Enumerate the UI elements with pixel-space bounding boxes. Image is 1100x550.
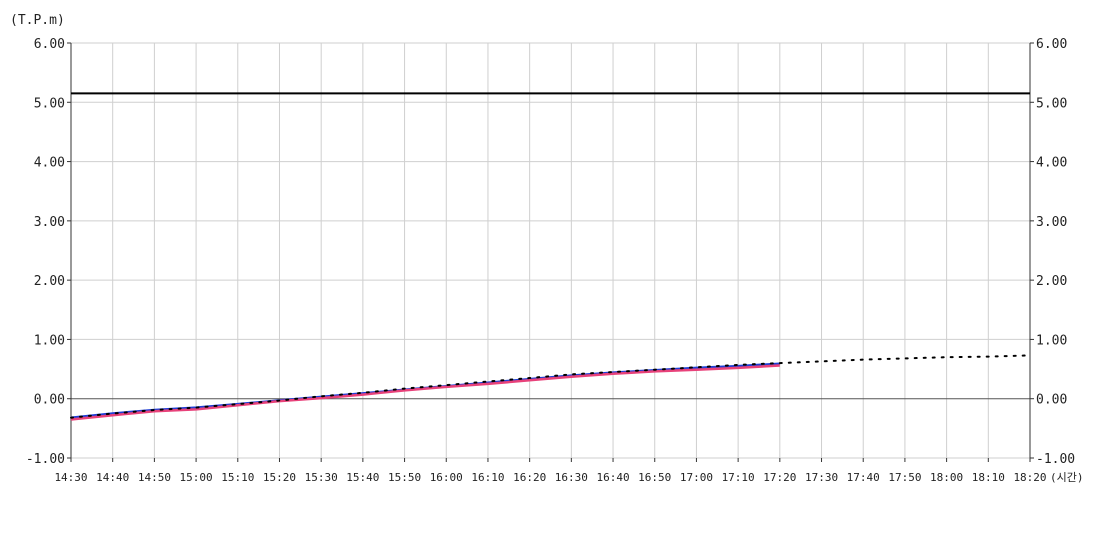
x-tick-label: 18:10 [972, 471, 1005, 484]
y-axis-unit-label: (T.P.m) [10, 13, 65, 28]
x-tick-label: 16:30 [555, 471, 588, 484]
series-layer [70, 92, 1031, 421]
y-tick-label-left: -1.00 [26, 452, 65, 467]
y-tick-label-right: 0.00 [1036, 393, 1067, 408]
y-tick-label-right: 1.00 [1036, 333, 1067, 348]
x-tick-label: 17:20 [763, 471, 796, 484]
y-tick-label-right: 4.00 [1036, 156, 1067, 171]
y-tick-label-left: 6.00 [34, 37, 65, 52]
y-tick-label-right: 6.00 [1036, 37, 1067, 52]
y-tick-label-right: -1.00 [1036, 452, 1075, 467]
y-tick-label-left: 0.00 [34, 393, 65, 408]
x-tick-label: 14:50 [138, 471, 171, 484]
y-tick-label-right: 2.00 [1036, 274, 1067, 289]
series-line-2 [70, 364, 780, 421]
x-tick-label: 15:30 [305, 471, 338, 484]
x-tick-label: 14:30 [54, 471, 87, 484]
axes-layer [67, 42, 1034, 462]
x-tick-label: 16:20 [513, 471, 546, 484]
y-tick-label-left: 3.00 [34, 215, 65, 230]
y-tick-label-left: 4.00 [34, 156, 65, 171]
label-layer: 14:30 14:40 14:50 15:00 15:10 15:20 15:30 15:40… [26, 37, 1075, 484]
y-tick-label-right: 5.00 [1036, 96, 1067, 111]
y-tick-label-left: 5.00 [34, 96, 65, 111]
x-tick-label: 17:50 [888, 471, 921, 484]
x-tick-label: 18:00 [930, 471, 963, 484]
x-tick-label: 17:40 [847, 471, 880, 484]
x-tick-label: 15:00 [180, 471, 213, 484]
series-line-3 [70, 354, 1031, 419]
x-tick-label: 16:40 [596, 471, 629, 484]
x-tick-label: 15:50 [388, 471, 421, 484]
x-tick-label: 17:30 [805, 471, 838, 484]
x-tick-label: 16:00 [430, 471, 463, 484]
y-tick-label-right: 3.00 [1036, 215, 1067, 230]
x-axis-unit-label: (시간) [1050, 471, 1084, 484]
x-tick-label: 15:40 [346, 471, 379, 484]
grid-layer [70, 42, 1031, 459]
x-tick-label: 18:20 [1013, 471, 1046, 484]
x-tick-label: 16:50 [638, 471, 671, 484]
x-tick-label: 17:10 [722, 471, 755, 484]
x-tick-label: 17:00 [680, 471, 713, 484]
x-tick-label: 14:40 [96, 471, 129, 484]
y-tick-label-left: 1.00 [34, 333, 65, 348]
x-tick-label: 15:10 [221, 471, 254, 484]
y-tick-label-left: 2.00 [34, 274, 65, 289]
x-tick-label: 16:10 [471, 471, 504, 484]
x-tick-label: 15:20 [263, 471, 296, 484]
